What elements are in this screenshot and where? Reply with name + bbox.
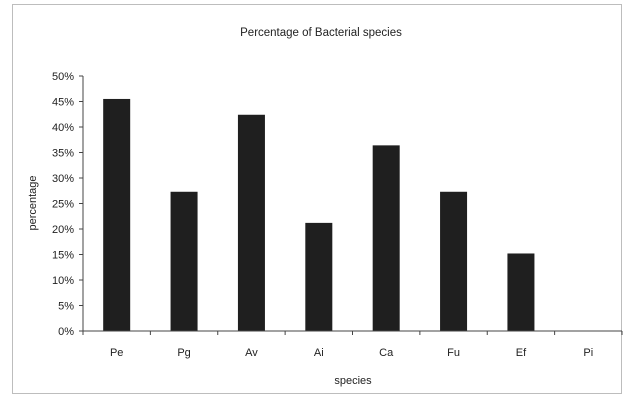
x-axis-title: species bbox=[334, 375, 372, 387]
chart-title: Percentage of Bacterial species bbox=[240, 27, 402, 39]
y-axis-title: percentage bbox=[27, 175, 39, 230]
y-axis-ticks: 0% 5% 10% 15% 20% 25% 30% 35% 40% 45% 50% bbox=[52, 71, 83, 338]
x-tick-label: Ai bbox=[314, 347, 324, 359]
x-tick-label: Ca bbox=[379, 347, 394, 359]
y-tick-label: 35% bbox=[52, 148, 74, 160]
x-tick-label: Pe bbox=[110, 347, 123, 359]
bar-ef bbox=[507, 253, 535, 331]
bars bbox=[103, 98, 535, 331]
bar-fu bbox=[440, 191, 468, 331]
y-tick-label: 50% bbox=[52, 71, 74, 83]
bar-pe bbox=[103, 98, 131, 331]
y-tick-label: 25% bbox=[52, 199, 74, 211]
y-tick-label: 5% bbox=[58, 301, 74, 313]
x-axis-ticks: Pe Pg Av Ai Ca Fu Ef Pi bbox=[82, 331, 623, 359]
y-tick-label: 40% bbox=[52, 122, 74, 134]
y-tick-label: 45% bbox=[52, 97, 74, 109]
x-tick-label: Ef bbox=[516, 347, 527, 359]
bar-pg bbox=[170, 191, 198, 331]
x-tick-label: Pg bbox=[177, 347, 190, 359]
y-tick-label: 30% bbox=[52, 173, 74, 185]
bar-ca bbox=[372, 145, 400, 331]
x-tick-label: Fu bbox=[447, 347, 460, 359]
y-tick-label: 20% bbox=[52, 224, 74, 236]
y-tick-label: 0% bbox=[58, 326, 74, 338]
bar-ai bbox=[305, 222, 333, 331]
y-tick-label: 10% bbox=[52, 275, 74, 287]
y-tick-label: 15% bbox=[52, 250, 74, 262]
bar-av bbox=[237, 114, 265, 331]
x-tick-label: Pi bbox=[583, 347, 593, 359]
x-tick-label: Av bbox=[245, 347, 258, 359]
